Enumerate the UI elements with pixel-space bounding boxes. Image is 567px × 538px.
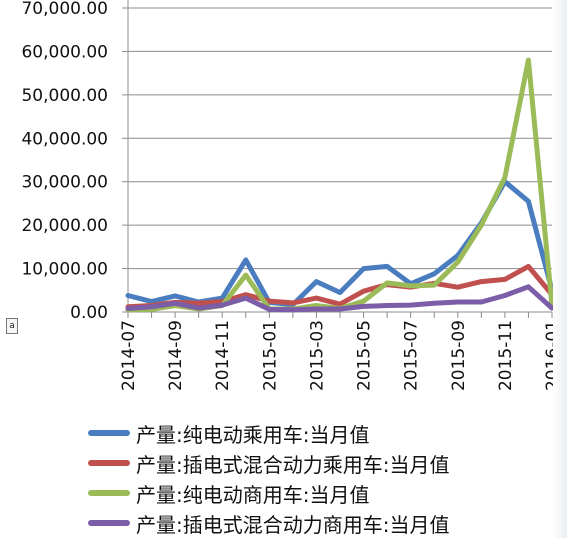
legend-label: 产量:纯电动乘用车:当月值 [136,422,370,447]
x-tick-label: 2014-09 [166,320,186,391]
x-tick-label: 2014-11 [213,320,233,391]
x-tick-label: 2015-01 [260,320,280,391]
page-edge-shadow [553,0,567,538]
y-tick-label: 20,000.00 [21,216,108,236]
y-tick-label: 10,000.00 [21,260,108,280]
axes [122,0,553,318]
series-lines [125,57,555,313]
legend-swatch [88,460,130,466]
legend-item: 产量:插电式混合动力商用车:当月值 [88,508,558,538]
x-tick-label: 2015-07 [402,320,422,391]
y-tick-label: 50,000.00 [21,86,108,106]
x-tick-label: 2015-11 [496,320,516,391]
legend-swatch [88,430,130,436]
x-tick-label: 2015-05 [355,320,375,391]
x-tick-label: 2014-07 [119,320,139,391]
y-tick-label: 70,000.00 [21,0,108,19]
legend-swatch [88,490,130,496]
legend-item: 产量:插电式混合动力乘用车:当月值 [88,448,558,478]
x-tick-label: 2015-09 [449,320,469,391]
legend-label: 产量:插电式混合动力商用车:当月值 [136,512,450,537]
legend-label: 产量:插电式混合动力乘用车:当月值 [136,452,450,477]
series-line-2 [125,263,555,310]
y-tick-label: 60,000.00 [21,42,108,62]
series-line-4 [125,284,555,313]
legend-item: 产量:纯电动乘用车:当月值 [88,418,558,448]
y-tick-label: 30,000.00 [21,173,108,193]
legend-swatch [88,520,130,526]
chart-legend: 产量:纯电动乘用车:当月值产量:插电式混合动力乘用车:当月值 产量:纯电动商用车:… [88,418,558,538]
series-line-1 [125,179,555,308]
series-line-3 [125,57,555,313]
y-tick-labels: 0.00 10,000.00 20,000.00 30,000.00 40,000.00… [21,0,108,323]
x-tick-label: 2015-03 [307,320,327,391]
y-tick-label: 0.00 [70,303,108,323]
y-tick-label: 40,000.00 [21,129,108,149]
legend-label: 产量:纯电动商用车:当月值 [136,482,370,507]
legend-item: 产量:纯电动商用车:当月值 [88,478,558,508]
gridlines [128,7,552,270]
corner-marker-box: a [6,318,18,334]
x-tick-labels: 2014-07 2014-09 2014-11 2015-01 2015-03 2015-… [119,320,563,391]
